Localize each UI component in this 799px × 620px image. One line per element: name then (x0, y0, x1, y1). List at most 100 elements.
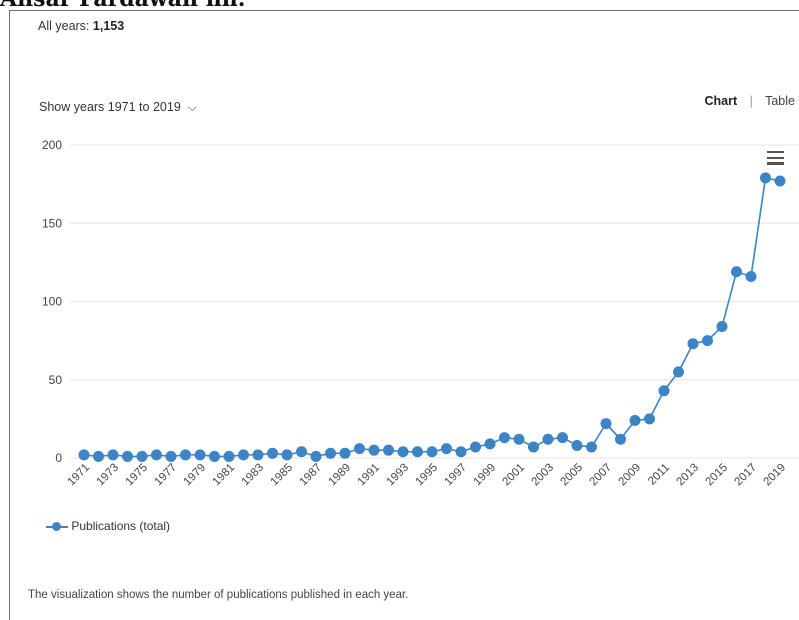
all-years-label: All years: (38, 19, 90, 33)
data-point[interactable] (731, 266, 742, 278)
data-point[interactable] (687, 338, 699, 350)
data-point[interactable] (397, 446, 409, 458)
data-point[interactable] (716, 321, 728, 333)
data-point[interactable] (484, 438, 496, 450)
data-point[interactable] (209, 450, 220, 462)
x-tick-label: 2017 (733, 462, 760, 489)
x-tick-label: 2001 (501, 462, 528, 489)
data-point[interactable] (760, 172, 771, 184)
tab-chart[interactable]: Chart (704, 94, 738, 108)
x-tick-label: 2005 (559, 462, 586, 489)
x-tick-labels: 1971 1973 1975 1977 1979 1981 1983 1985 1987 1989… (66, 462, 789, 489)
data-point[interactable] (441, 443, 452, 455)
all-years-value: 1,153 (92, 19, 125, 33)
tab-table[interactable]: Table (765, 94, 795, 108)
data-point[interactable] (586, 441, 597, 453)
x-tick-label: 2019 (762, 462, 789, 489)
data-point[interactable] (122, 450, 133, 462)
x-tick-label: 1981 (211, 462, 238, 489)
x-tick-label: 2013 (675, 462, 702, 489)
hamburger-menu-icon[interactable] (767, 151, 784, 165)
data-point[interactable] (78, 449, 90, 461)
cropped-heading-text: Ansar Fardawan hh. (0, 0, 245, 12)
data-point[interactable] (455, 446, 467, 458)
data-point[interactable] (281, 449, 293, 461)
data-point[interactable] (499, 432, 510, 444)
y-tick-label: 150 (42, 216, 62, 230)
years-range-selector[interactable]: Show years 1971 to 2019 ⌵ (39, 100, 197, 115)
data-point[interactable] (165, 450, 177, 462)
y-tick-label: 200 (42, 138, 62, 152)
legend-label: Publications (total) (71, 519, 171, 534)
x-tick-label: 1973 (95, 462, 122, 489)
x-tick-label: 1975 (124, 462, 151, 489)
x-tick-label: 1983 (240, 462, 267, 489)
data-point[interactable] (600, 418, 612, 430)
legend-symbol (46, 519, 68, 535)
data-point[interactable] (180, 449, 191, 461)
legend-item-publications[interactable]: Publications (total) (46, 519, 170, 535)
chevron-down-icon: ⌵ (188, 102, 197, 114)
data-point[interactable] (615, 433, 626, 445)
data-point[interactable] (528, 441, 539, 453)
x-tick-label: 1985 (269, 462, 296, 489)
x-tick-label: 2009 (617, 462, 644, 489)
data-point[interactable] (107, 449, 119, 461)
x-tick-label: 1971 (66, 462, 93, 489)
data-point[interactable] (644, 413, 655, 425)
x-tick-label: 1987 (298, 462, 325, 489)
y-tick-label: 50 (49, 373, 63, 387)
x-tick-label: 1995 (414, 462, 441, 489)
series-publications (78, 172, 786, 462)
view-switch: Chart | Table (704, 94, 795, 108)
y-tick-label: 100 (42, 295, 62, 309)
x-tick-label: 2007 (588, 462, 615, 489)
data-point[interactable] (412, 446, 423, 458)
data-point[interactable] (658, 385, 670, 397)
data-point[interactable] (136, 450, 148, 462)
data-point[interactable] (629, 414, 641, 426)
data-point[interactable] (252, 449, 264, 461)
data-point[interactable] (223, 450, 235, 462)
data-point[interactable] (267, 447, 278, 459)
data-point[interactable] (470, 441, 481, 453)
data-point[interactable] (426, 446, 438, 458)
years-range-label: Show years 1971 to 2019 (39, 100, 181, 114)
x-tick-label: 1993 (385, 462, 412, 489)
data-point[interactable] (745, 270, 757, 282)
data-point[interactable] (296, 446, 307, 458)
x-tick-label: 1991 (356, 462, 383, 489)
x-tick-label: 1997 (443, 462, 470, 489)
data-point[interactable] (673, 366, 684, 378)
data-point[interactable] (513, 433, 525, 445)
all-years-summary: All years: 1,153 (38, 19, 124, 33)
x-tick-label: 1999 (472, 462, 499, 489)
x-tick-label: 1977 (153, 462, 180, 489)
data-point[interactable] (93, 450, 104, 462)
data-point[interactable] (354, 443, 365, 455)
data-point[interactable] (368, 444, 380, 456)
data-point[interactable] (325, 447, 336, 459)
data-point[interactable] (774, 175, 786, 187)
data-point[interactable] (702, 335, 713, 347)
chart-description: The visualization shows the number of pu… (28, 589, 409, 601)
data-point[interactable] (151, 449, 162, 461)
data-point[interactable] (238, 449, 249, 461)
data-point[interactable] (557, 432, 568, 444)
data-point[interactable] (571, 439, 583, 451)
tab-separator: | (749, 94, 753, 108)
series-line (83, 176, 781, 458)
x-tick-label: 1979 (182, 462, 209, 489)
x-tick-label: 2003 (530, 462, 557, 489)
data-point[interactable] (339, 447, 351, 459)
data-point[interactable] (383, 444, 394, 456)
x-tick-label: 2011 (646, 462, 672, 488)
data-point[interactable] (310, 450, 322, 462)
y-tick-labels: 0 50 100 150 200 (42, 138, 62, 465)
data-point[interactable] (542, 433, 554, 445)
x-tick-label: 2015 (704, 462, 731, 489)
chart-panel (9, 10, 799, 620)
x-tick-label: 1989 (327, 462, 354, 489)
data-point[interactable] (194, 449, 206, 461)
